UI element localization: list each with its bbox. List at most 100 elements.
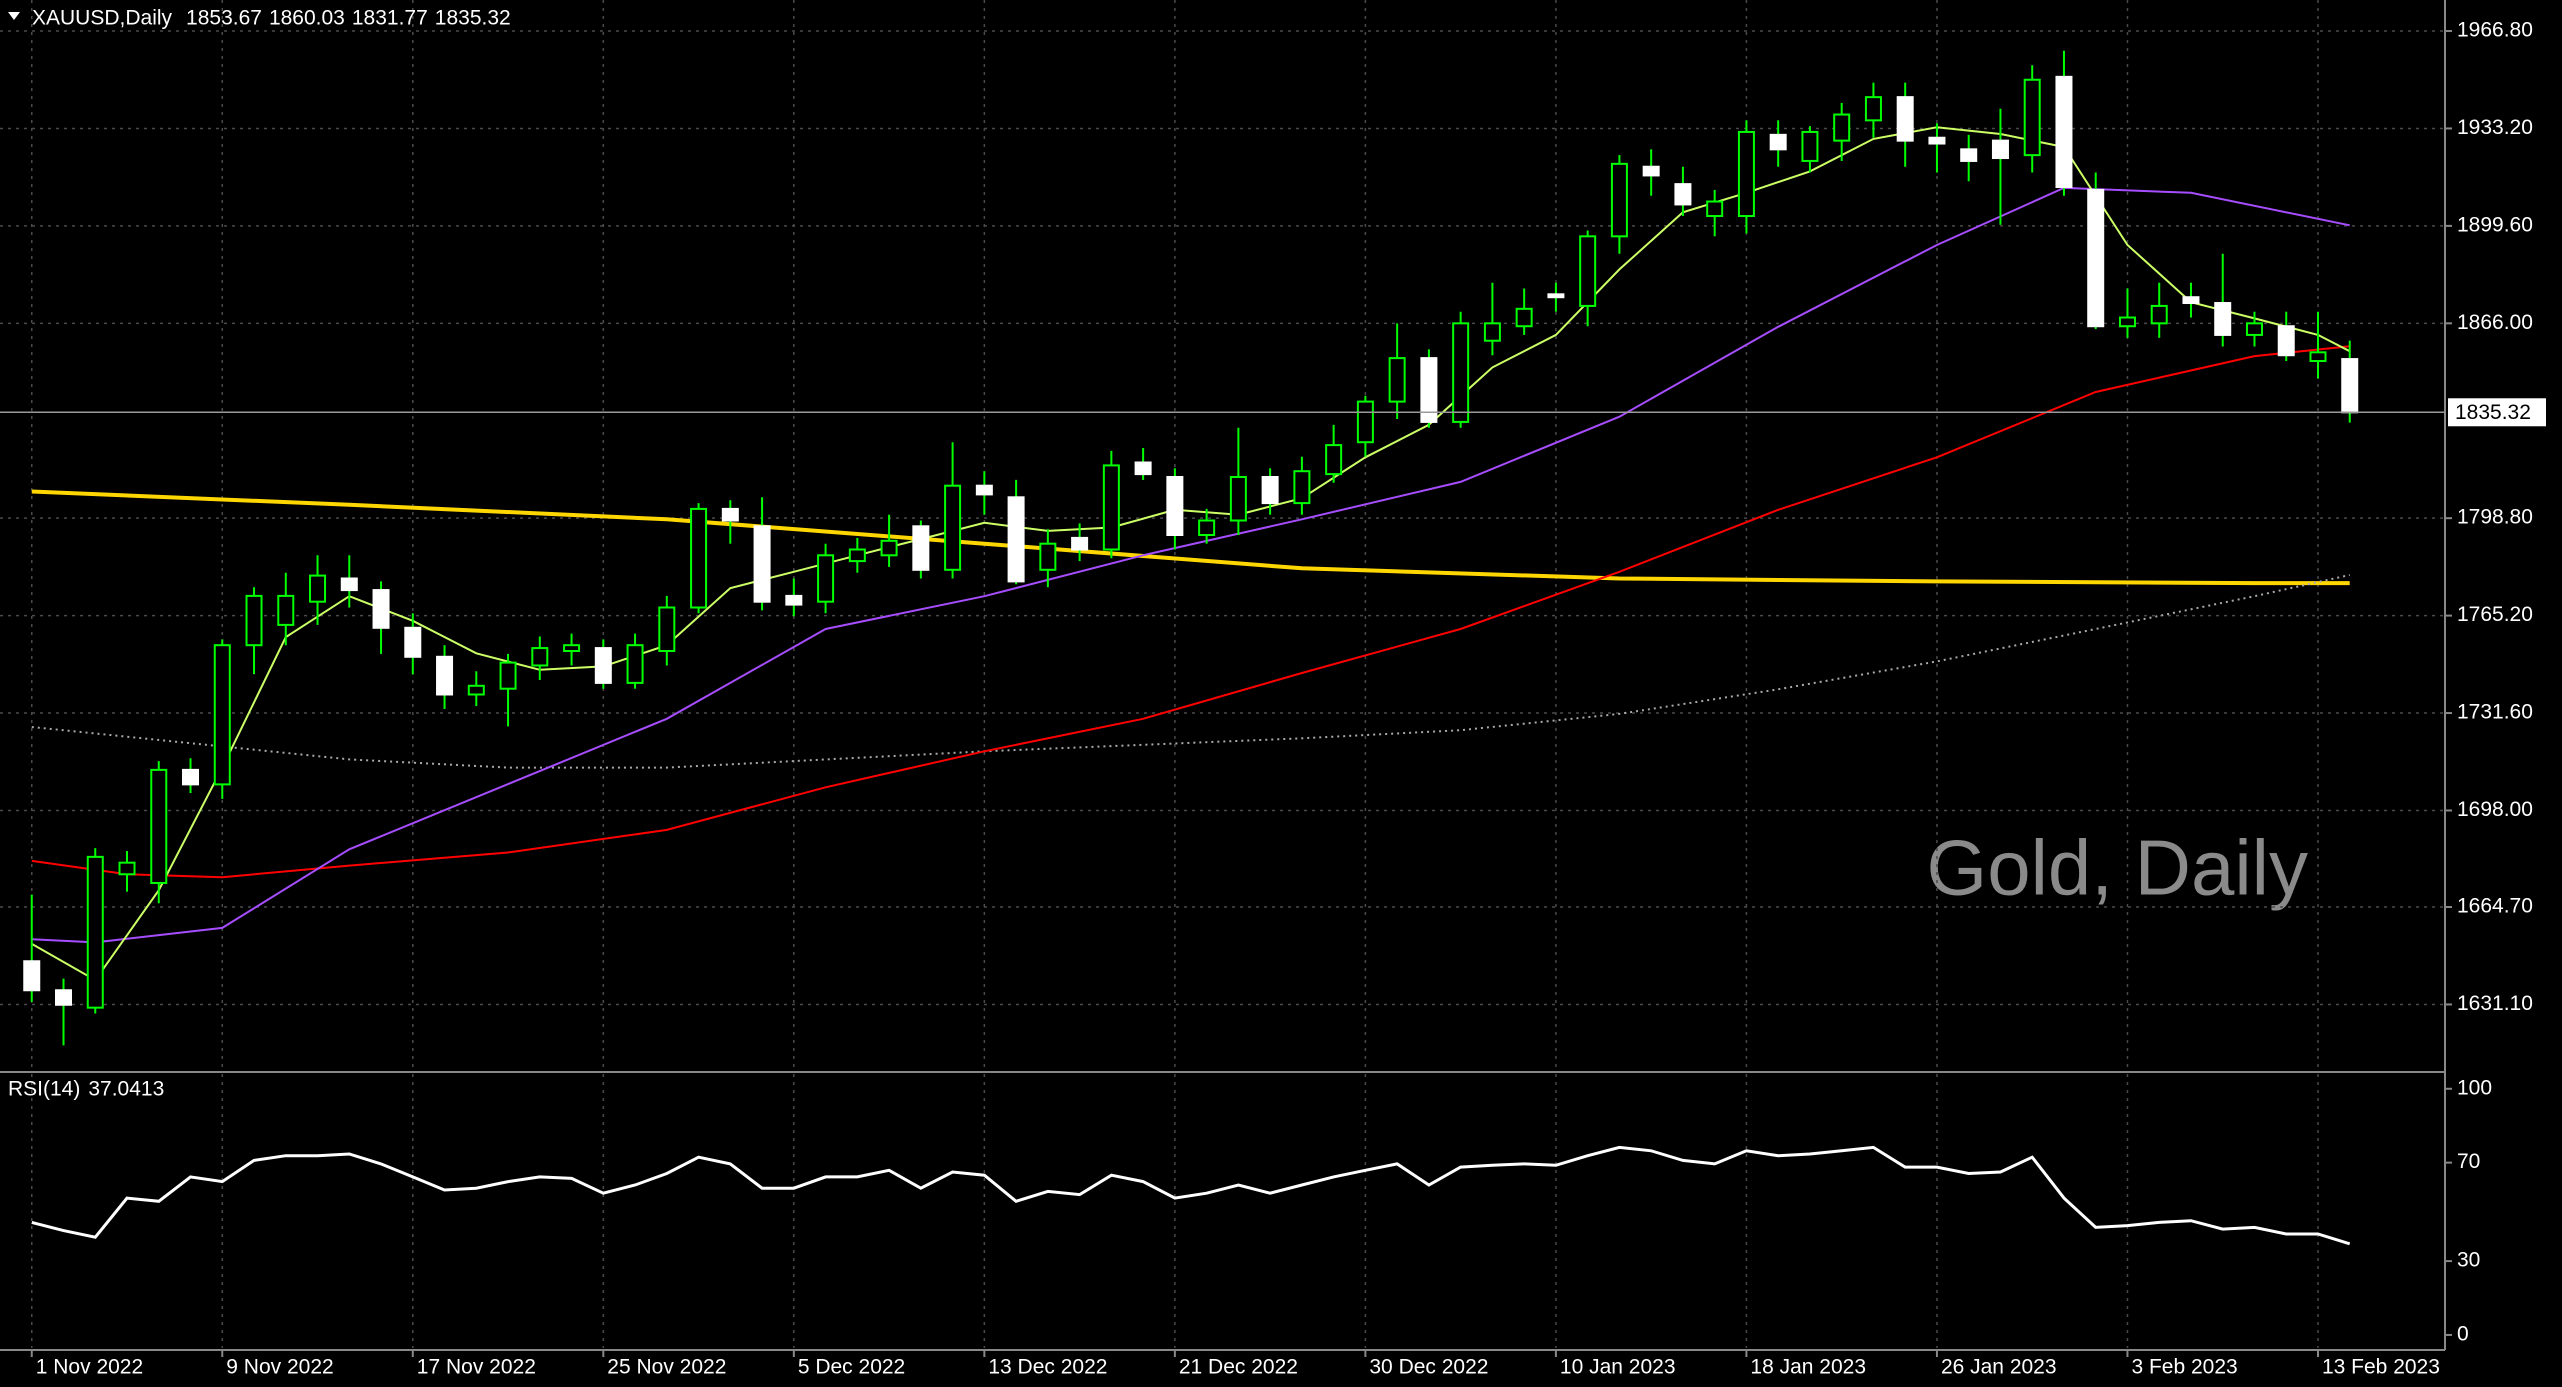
x-tick-label: 21 Dec 2022 — [1179, 1356, 1298, 1379]
candle-body — [848, 548, 866, 563]
candle-body — [499, 661, 517, 690]
candle-body — [1293, 470, 1311, 505]
moving-average-line — [31, 186, 2350, 944]
candle-body — [1166, 476, 1184, 537]
candle-body — [245, 594, 263, 647]
candle-body — [912, 525, 930, 571]
candle-body — [1864, 96, 1882, 122]
x-tick-label: 13 Dec 2022 — [988, 1356, 1107, 1379]
candle-body — [753, 525, 771, 603]
candle-body — [2150, 304, 2168, 325]
candle-body — [2277, 325, 2295, 357]
candle-body — [1261, 476, 1279, 505]
candle-body — [55, 989, 73, 1006]
last-price-tag — [2448, 398, 2546, 427]
candle-body — [1579, 235, 1597, 307]
y-tick-label: 1731.60 — [2457, 701, 2533, 724]
candle-body — [182, 768, 200, 786]
last-price-label: 1835.32 — [2455, 401, 2531, 424]
x-tick-label: 17 Nov 2022 — [417, 1356, 536, 1379]
candle-body — [86, 855, 104, 1009]
y-tick-label: 1933.20 — [2457, 116, 2533, 139]
candle-body — [1642, 165, 1660, 177]
candle-body — [372, 589, 390, 629]
candle-body — [1547, 293, 1565, 299]
candle-body — [2245, 322, 2263, 336]
candle-body — [690, 507, 708, 609]
candle-body — [309, 574, 327, 603]
y-tick-label: 0 — [2457, 1322, 2469, 1345]
x-tick-label: 3 Feb 2023 — [2131, 1356, 2237, 1379]
candle-body — [1610, 162, 1628, 238]
candle-body — [1420, 357, 1438, 423]
candle-body — [1102, 464, 1120, 551]
candle-body — [1356, 400, 1374, 444]
y-tick-label: 1698.00 — [2457, 798, 2533, 821]
candle-body — [213, 644, 231, 786]
x-tick-label: 25 Nov 2022 — [607, 1356, 726, 1379]
moving-average-line — [31, 489, 2350, 586]
candle-body — [1007, 496, 1025, 583]
candle-body — [150, 768, 168, 884]
candle-body — [2182, 296, 2200, 305]
candle-body — [1198, 519, 1216, 536]
y-tick-label: 1866.00 — [2457, 311, 2533, 334]
candle-body — [1769, 133, 1787, 151]
candle-body — [531, 647, 549, 667]
candle-body — [1833, 113, 1851, 142]
dropdown-icon — [8, 12, 20, 20]
candle-body — [1229, 476, 1247, 522]
candle-body — [721, 507, 739, 522]
x-tick-label: 30 Dec 2022 — [1369, 1356, 1488, 1379]
candle-body — [880, 539, 898, 557]
candle-body — [404, 626, 422, 658]
header-ohlc-value: 1860.03 — [269, 7, 345, 30]
candle-body — [1991, 139, 2009, 160]
candle-body — [817, 554, 835, 603]
candle-body — [1039, 542, 1057, 571]
candle-body — [467, 684, 485, 696]
candle-body — [594, 647, 612, 684]
candle-body — [2023, 78, 2041, 157]
candle-body — [1325, 444, 1343, 476]
candle-body — [626, 644, 644, 684]
moving-average-line — [31, 345, 2350, 879]
y-tick-label: 1899.60 — [2457, 213, 2533, 236]
candle-body — [436, 655, 454, 696]
candle-body — [944, 484, 962, 571]
header-ohlc-value: 1853.67 — [186, 7, 262, 30]
candle-body — [1737, 130, 1755, 218]
candle-body — [1928, 136, 1946, 145]
candle-body — [1801, 130, 1819, 162]
y-tick-label: 70 — [2457, 1150, 2480, 1173]
rsi-line — [31, 1145, 2351, 1246]
x-tick-label: 13 Feb 2023 — [2322, 1356, 2440, 1379]
candle-body — [118, 861, 136, 876]
y-tick-label: 1664.70 — [2457, 895, 2533, 918]
candle-body — [2309, 351, 2327, 363]
y-tick-label: 100 — [2457, 1076, 2492, 1099]
candle-body — [1134, 461, 1152, 476]
x-tick-label: 9 Nov 2022 — [226, 1356, 333, 1379]
watermark: Gold, Daily — [1927, 824, 2308, 912]
candle-body — [1706, 200, 1724, 218]
candle-body — [340, 577, 358, 592]
candle-body — [1388, 357, 1406, 403]
x-tick-label: 26 Jan 2023 — [1941, 1356, 2057, 1379]
candle-body — [975, 484, 993, 496]
y-tick-label: 1966.80 — [2457, 19, 2533, 42]
header-symbol: XAUUSD,Daily — [32, 7, 173, 30]
y-tick-label: 1631.10 — [2457, 992, 2533, 1015]
rsi-value: 37.0413 — [88, 1078, 164, 1101]
candle-body — [23, 960, 41, 992]
candle-body — [2087, 188, 2105, 328]
candle-body — [1674, 183, 1692, 206]
candle-body — [1896, 96, 1914, 142]
candle-body — [2055, 75, 2073, 189]
candle-body — [2341, 358, 2359, 414]
candle-body — [1071, 536, 1089, 551]
candle-body — [1483, 322, 1501, 342]
x-tick-label: 5 Dec 2022 — [798, 1356, 905, 1379]
